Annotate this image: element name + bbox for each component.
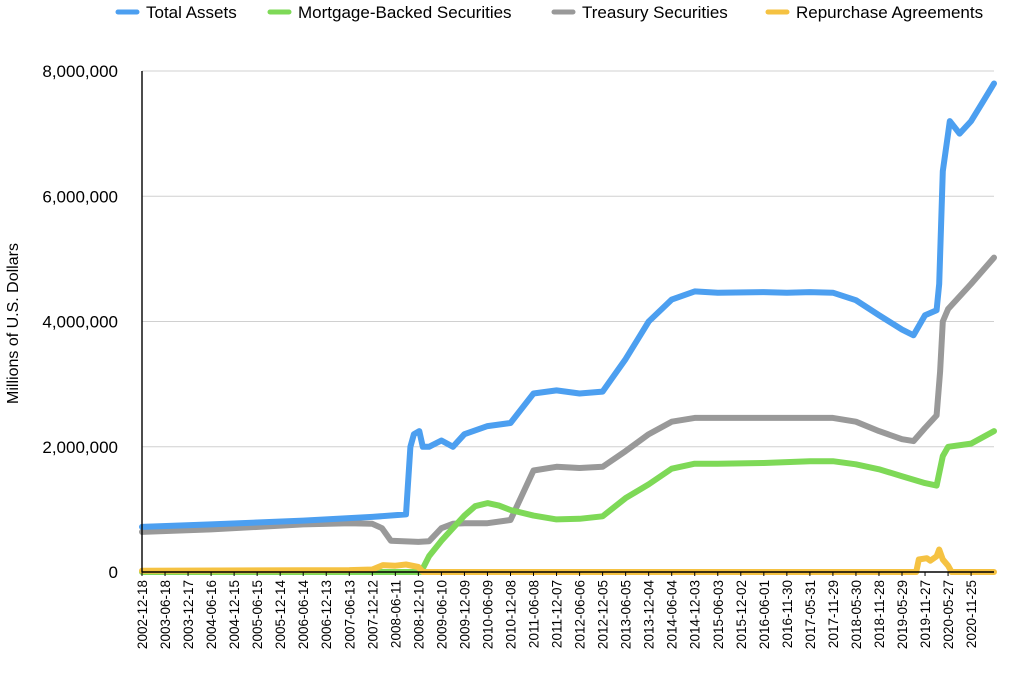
x-tick-label: 2013-06-05 [619,580,634,649]
x-tick-label: 2011-06-08 [527,580,542,648]
x-tick-label: 2017-05-31 [803,580,818,649]
x-tick-label: 2007-06-13 [342,580,357,649]
y-tick-label: 0 [109,563,118,582]
x-tick-label: 2005-12-14 [273,580,288,650]
legend: Total Assets Mortgage-Backed Securities Tr… [115,3,983,22]
x-tick-label: 2020-11-25 [964,580,979,648]
x-tick-label: 2004-06-16 [204,580,219,649]
x-tick-label: 2012-12-05 [596,580,611,649]
x-tick-label: 2005-06-15 [250,580,265,649]
x-tick-label: 2019-11-27 [918,580,933,648]
x-axis-ticks: 2002-12-18 2003-06-18 2003-12-17 2004-06-16… [135,572,979,649]
legend-label-total-assets: Total Assets [146,3,237,22]
legend-label-repurchase-agreements: Repurchase Agreements [796,3,983,22]
x-tick-label: 2014-06-04 [665,580,680,650]
gridlines [142,70,994,448]
x-tick-label: 2002-12-18 [135,580,150,649]
x-tick-label: 2014-12-03 [688,580,703,649]
y-tick-label: 2,000,000 [42,438,118,457]
x-tick-label: 2017-11-29 [826,580,841,648]
legend-label-treasury-securities: Treasury Securities [582,3,728,22]
y-tick-label: 4,000,000 [42,313,118,332]
x-tick-label: 2018-11-28 [872,580,887,648]
x-tick-label: 2003-12-17 [181,580,196,649]
series-line-mortgage-backed-securities [139,428,997,575]
x-tick-label: 2006-12-13 [319,580,334,649]
x-tick-label: 2013-12-04 [642,580,657,650]
series-lines [139,80,997,575]
x-tick-label: 2016-06-01 [757,580,772,649]
legend-label-mortgage-backed-securities: Mortgage-Backed Securities [298,3,512,22]
series-line-treasury-securities [139,254,997,545]
series-line-repurchase-agreements [139,546,997,575]
x-tick-label: 2009-06-10 [434,580,449,649]
y-axis-ticks: 0 2,000,000 4,000,000 6,000,000 8,000,000 [42,62,118,582]
y-tick-label: 6,000,000 [42,187,118,206]
x-tick-label: 2018-05-30 [849,580,864,649]
y-tick-label: 8,000,000 [42,62,118,81]
x-tick-label: 2009-12-09 [457,580,472,649]
series-line-total-assets [139,80,997,530]
x-tick-label: 2008-12-10 [411,580,426,649]
x-tick-label: 2007-12-12 [365,580,380,649]
x-tick-label: 2006-06-14 [296,580,311,650]
x-tick-label: 2015-06-03 [711,580,726,649]
axes [141,71,994,573]
x-tick-label: 2019-05-29 [895,580,910,649]
x-tick-label: 2011-12-07 [550,580,565,648]
x-tick-label: 2010-12-08 [504,580,519,649]
x-tick-label: 2008-06-11 [388,580,403,648]
x-tick-label: 2004-12-15 [227,580,242,649]
x-tick-label: 2015-12-02 [734,580,749,649]
y-axis-label: Millions of U.S. Dollars [5,243,22,404]
x-tick-label: 2012-06-06 [573,580,588,649]
x-tick-label: 2010-06-09 [481,580,496,649]
x-tick-label: 2016-11-30 [780,580,795,648]
x-tick-label: 2003-06-18 [158,580,173,649]
x-tick-label: 2020-05-27 [941,580,956,649]
